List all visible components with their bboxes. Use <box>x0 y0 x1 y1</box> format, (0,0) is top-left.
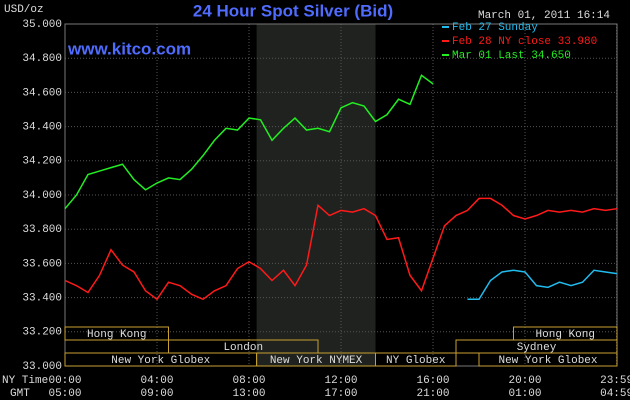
y-tick-label: 34.000 <box>22 190 62 202</box>
y-tick-label: 34.800 <box>22 53 62 65</box>
x-tick-label: 20:00 <box>508 375 541 387</box>
x-tick-label: 04:00 <box>140 375 173 387</box>
y-tick-label: 34.200 <box>22 156 62 168</box>
y-tick-label: 33.200 <box>22 327 62 339</box>
x-tick-label: 12:00 <box>324 375 357 387</box>
session-label: Hong Kong <box>87 329 146 341</box>
session-label: New York Globex <box>498 355 597 367</box>
x-label: NY Time <box>2 375 48 387</box>
y-tick-label: 33.800 <box>22 224 62 236</box>
series-line <box>64 74 434 210</box>
session-box <box>64 326 169 341</box>
timestamp: March 01, 2011 16:14 <box>478 10 610 22</box>
y-unit: USD/oz <box>4 4 44 16</box>
watermark: www.kitco.com <box>67 39 191 58</box>
session-label: London <box>223 342 263 354</box>
session-box <box>375 352 457 367</box>
session-highlight <box>256 24 376 366</box>
y-tick-label: 34.600 <box>22 87 62 99</box>
series-line <box>467 269 618 301</box>
session-label: Hong Kong <box>536 329 595 341</box>
x2-tick-label: 21:00 <box>416 388 449 400</box>
session-label: New York Globex <box>111 355 210 367</box>
session-label: Sydney <box>517 342 557 354</box>
session-label: New York NYMEX <box>270 355 363 367</box>
y-tick-label: 33.400 <box>22 293 62 305</box>
x2-tick-label: 01:00 <box>508 388 541 400</box>
legend-label: Mar 01 Last 34.650 <box>452 50 571 62</box>
y-tick-label: 33.000 <box>22 361 62 373</box>
x-tick-label: 16:00 <box>416 375 449 387</box>
x2-tick-label: 17:00 <box>324 388 357 400</box>
x-tick-label: 23:59 <box>600 375 630 387</box>
session-label: NY Globex <box>386 355 446 367</box>
x2-tick-label: 09:00 <box>140 388 173 400</box>
x2-tick-label: 13:00 <box>232 388 265 400</box>
series-line <box>64 197 618 301</box>
y-tick-label: 33.600 <box>22 258 62 270</box>
x2-label: GMT <box>10 388 30 400</box>
x-tick-label: 08:00 <box>232 375 265 387</box>
y-tick-label: 34.400 <box>22 122 62 134</box>
legend-label: Feb 28 NY close 33.980 <box>452 36 597 48</box>
session-box <box>478 352 618 367</box>
y-tick-label: 35.000 <box>22 19 62 31</box>
x2-tick-label: 04:59 <box>600 388 630 400</box>
x2-tick-label: 05:00 <box>48 388 81 400</box>
x-tick-label: 00:00 <box>48 375 81 387</box>
chart-title: 24 Hour Spot Silver (Bid) <box>193 1 393 20</box>
legend-label: Feb 27 Sunday <box>452 22 538 34</box>
